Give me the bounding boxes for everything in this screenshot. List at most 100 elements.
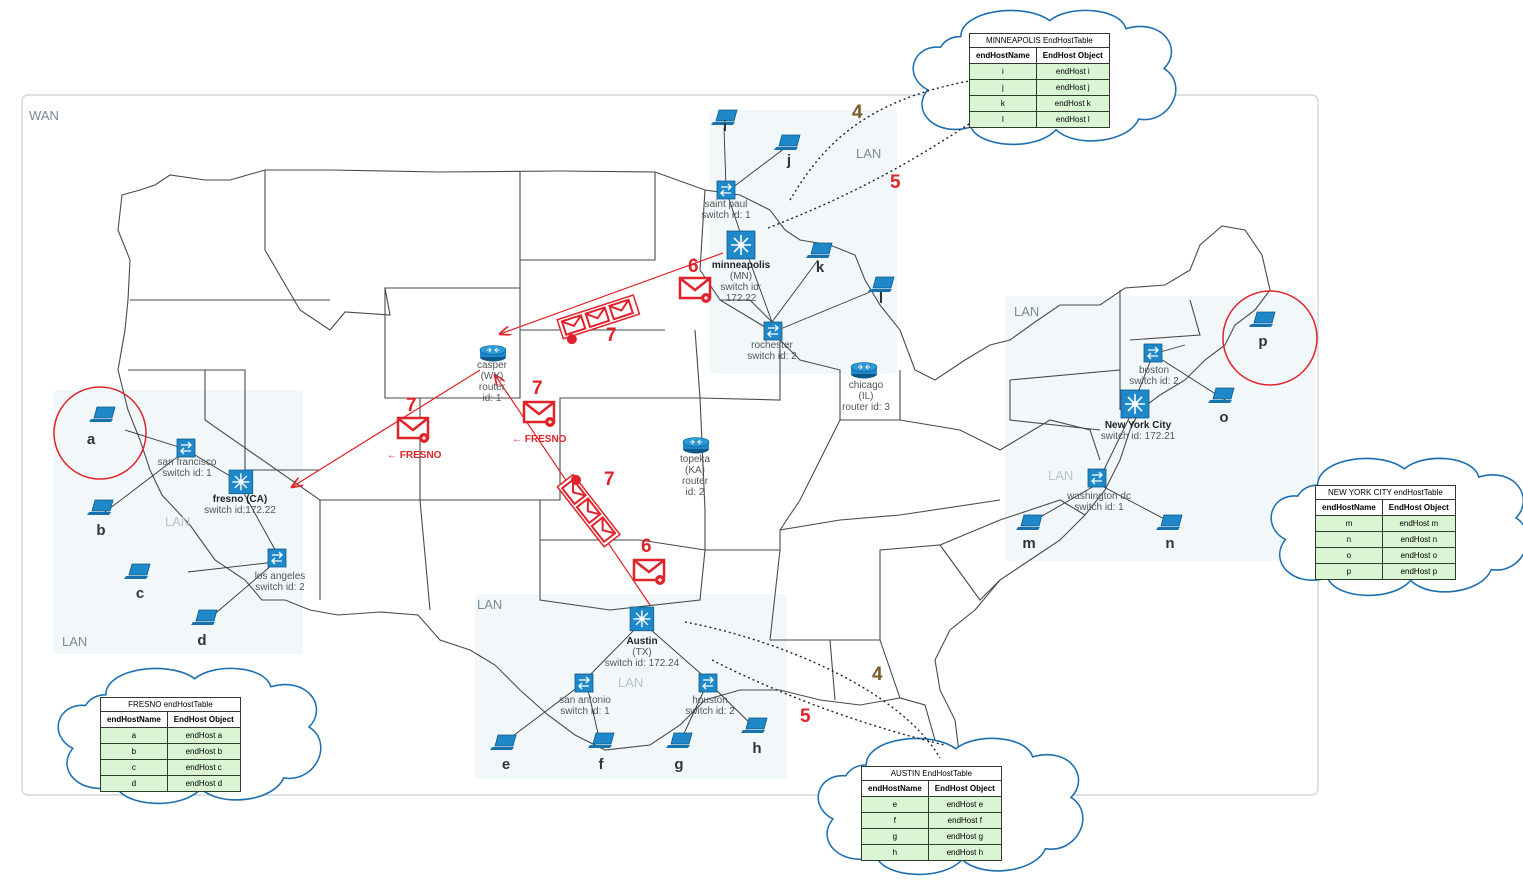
core-switch-icon-austin[interactable] <box>629 606 655 632</box>
switch-icon-boston[interactable] <box>1143 343 1163 363</box>
step-4-minneapolis: 4 <box>852 102 863 123</box>
table-header: endHostName <box>100 711 168 728</box>
lookup-paths <box>684 79 976 759</box>
fresno-tag-left: ← FRESNO <box>387 450 442 461</box>
lan-label-austin-inner: LAN <box>618 675 644 690</box>
lan-label-austin: LAN <box>477 597 503 612</box>
lan-region-fresno <box>53 390 303 654</box>
table-row: k endHost k <box>969 95 1110 112</box>
host-label-j: j <box>786 152 792 169</box>
envelope-stack-7-mid <box>556 473 621 548</box>
table-header: endHostName <box>861 780 929 797</box>
step-6-minneapolis: 6 <box>688 256 699 277</box>
table-row: o endHost o <box>1315 547 1456 564</box>
step-6-austin: 6 <box>641 536 652 557</box>
step-7-stack: 7 <box>604 469 615 490</box>
switch-icon-saint-paul[interactable] <box>716 180 736 200</box>
host-label-p: p <box>1258 333 1268 350</box>
minneapolis-endhost-table: MINNEAPOLIS EndHostTable endHostName EndH… <box>969 33 1110 128</box>
host-label-n: n <box>1165 535 1175 552</box>
lan-region-austin <box>475 594 787 779</box>
table-header: EndHost Object <box>1035 47 1110 64</box>
table-header: EndHost Object <box>1381 499 1456 516</box>
wan-frame <box>21 94 1319 796</box>
core-switch-icon-nyc[interactable] <box>1120 389 1150 419</box>
table-row: l endHost l <box>969 111 1110 128</box>
packet-arrows <box>292 252 724 606</box>
router-icon-topeka[interactable] <box>682 437 710 454</box>
envelope-6-minneapolis <box>678 276 713 305</box>
envelope-6-austin <box>632 558 667 587</box>
host-label-b: b <box>96 522 106 539</box>
core-switch-label-fresno: fresno (CA) switch id:172.22 <box>204 494 276 516</box>
switch-icon-washington[interactable] <box>1087 468 1107 488</box>
fresno-endhost-table: FRESNO endHostTable endHostName EndHost O… <box>100 697 241 792</box>
us-map <box>117 169 1271 771</box>
host-label-i: i <box>722 118 728 135</box>
switch-label-houston: houston switch id: 2 <box>685 695 735 717</box>
router-label-chicago: chicago (IL) router id: 3 <box>842 380 890 413</box>
links <box>104 127 1226 743</box>
switch-icon-rochester[interactable] <box>763 321 783 341</box>
lan-region-nyc <box>1005 296 1315 561</box>
table-row: d endHost d <box>100 775 241 792</box>
table-header: EndHost Object <box>927 780 1002 797</box>
table-title: AUSTIN EndHostTable <box>861 766 1002 780</box>
switch-label-washington: washington dc switch id: 1 <box>1067 491 1131 513</box>
lan-label-fresno-inner: LAN <box>165 514 191 529</box>
step-5-minneapolis: 5 <box>890 172 901 193</box>
table-row: g endHost g <box>861 828 1002 845</box>
switch-label-saint-paul: saint paul switch id: 1 <box>701 199 751 221</box>
router-icon-chicago[interactable] <box>850 362 878 379</box>
envelope-stack-7-top <box>556 294 641 345</box>
host-label-l: l <box>878 290 884 307</box>
table-header: endHostName <box>1315 499 1383 516</box>
table-row: c endHost c <box>100 759 241 776</box>
table-row: a endHost a <box>100 727 241 744</box>
lan-region-minneapolis <box>710 110 897 374</box>
highlight-host-a <box>53 386 147 480</box>
table-title: NEW YORK CITY endHostTable <box>1315 485 1456 499</box>
step-7-top: 7 <box>606 325 617 346</box>
table-title: FRESNO endHostTable <box>100 697 241 711</box>
lan-label-nyc-inner: LAN <box>1048 468 1074 483</box>
switch-label-san-antonio: san antonio switch id: 1 <box>559 695 611 717</box>
austin-endhost-table: AUSTIN EndHostTable endHostName EndHost O… <box>861 766 1002 861</box>
switch-icon-los-angeles[interactable] <box>267 548 287 568</box>
table-header: endHostName <box>969 47 1037 64</box>
core-switch-icon-fresno[interactable] <box>228 469 254 495</box>
envelope-7-fresno-a <box>396 416 431 445</box>
host-label-a: a <box>86 431 96 448</box>
lan-label-nyc: LAN <box>1014 304 1040 319</box>
host-label-f: f <box>598 756 604 773</box>
step-7-left: 7 <box>406 395 417 416</box>
switch-icon-houston[interactable] <box>698 673 718 693</box>
fresno-tag-mid: ← FRESNO <box>512 434 567 445</box>
switch-icon-san-francisco[interactable] <box>176 438 196 458</box>
core-switch-label-minneapolis: minneapolis (MN) switch id: 172.22 <box>711 260 771 304</box>
step-7-mid: 7 <box>532 378 543 399</box>
table-row: i endHost i <box>969 63 1110 80</box>
host-label-c: c <box>135 585 145 602</box>
host-label-o: o <box>1219 409 1229 426</box>
step-4-austin: 4 <box>872 664 883 685</box>
core-switch-label-nyc: New York City switch id: 172.21 <box>1100 420 1176 442</box>
table-title: MINNEAPOLIS EndHostTable <box>969 33 1110 47</box>
host-label-m: m <box>1022 535 1036 552</box>
core-switch-label-austin: Austin (TX) switch id: 172.24 <box>604 636 680 669</box>
table-row: p endHost p <box>1315 563 1456 580</box>
host-label-g: g <box>674 756 684 773</box>
switch-icon-san-antonio[interactable] <box>574 673 594 693</box>
core-switch-icon-minneapolis[interactable] <box>726 230 756 260</box>
lan-label-fresno: LAN <box>62 634 88 649</box>
router-label-casper: casper (WY) router id: 1 <box>476 360 508 404</box>
switch-label-boston: boston switch id: 2 <box>1129 365 1179 387</box>
table-row: j endHost j <box>969 79 1110 96</box>
host-label-h: h <box>752 740 762 757</box>
lan-label-minneapolis: LAN <box>856 146 882 161</box>
table-header: EndHost Object <box>166 711 241 728</box>
switch-label-los-angeles: los angeles switch id: 2 <box>254 571 306 593</box>
nyc-endhost-table: NEW YORK CITY endHostTable endHostName En… <box>1315 485 1456 580</box>
table-row: f endHost f <box>861 812 1002 829</box>
